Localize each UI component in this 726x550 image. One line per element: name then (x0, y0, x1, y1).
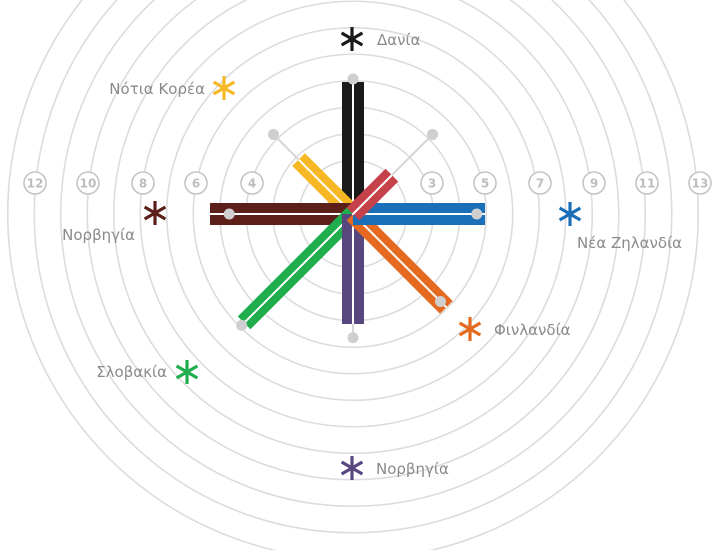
bar-5 (346, 207, 453, 314)
ring-label-text: 10 (80, 177, 97, 191)
asterisk-icon (212, 76, 236, 100)
reference-dot-0 (347, 73, 359, 85)
reference-dot-6 (471, 208, 483, 220)
bar-6 (353, 203, 485, 225)
bar-4 (342, 214, 364, 324)
ring-label-text: 3 (428, 177, 436, 191)
ring-label-badge (76, 171, 100, 195)
asterisk-icon (175, 360, 199, 384)
ring-label-right-0: 3 (420, 171, 444, 195)
reference-dot-2 (223, 208, 235, 220)
bar-center-line (352, 213, 448, 309)
country-name: Νορβηγία (376, 460, 449, 478)
ring-label-right-4: 11 (635, 171, 659, 195)
ring-12 (33, 0, 673, 534)
ring-label-badge (688, 171, 712, 195)
ring-label-badge (420, 171, 444, 195)
ring-label-left-4: 4 (240, 171, 264, 195)
ring-label-badge (582, 171, 606, 195)
ring-label-text: 6 (192, 177, 200, 191)
ring-label-right-2: 7 (528, 171, 552, 195)
ring-6 (192, 53, 514, 375)
bar-center-line (243, 213, 354, 324)
ring-label-text: 9 (590, 177, 598, 191)
reference-dot-3 (236, 319, 248, 331)
ring-label-right-5: 13 (688, 171, 712, 195)
ring-label-text: 8 (139, 177, 147, 191)
ring-label-badge (184, 171, 208, 195)
country-name: Δανία (377, 31, 421, 49)
ring-label-badge (635, 171, 659, 195)
asterisk-icon (340, 456, 364, 480)
ring-11 (60, 0, 646, 507)
country-label-4: Νορβηγία (340, 456, 449, 480)
ring-label-right-1: 5 (473, 171, 497, 195)
ring-label-text: 12 (27, 177, 44, 191)
ring-label-left-3: 6 (184, 171, 208, 195)
ring-label-badge (23, 171, 47, 195)
bar-center-line (352, 174, 393, 215)
reference-dot-5 (435, 296, 447, 308)
country-labels: Δανία Νότια Κορέα Νορβηγία Σλοβακία Νορβηγία… (62, 27, 682, 480)
asterisk-icon (143, 201, 167, 225)
asterisk-icon (458, 317, 482, 341)
country-label-5: Φινλανδία (458, 317, 571, 341)
ring-label-left-1: 10 (76, 171, 100, 195)
ring-13 (7, 0, 699, 550)
ring-label-left-0: 12 (23, 171, 47, 195)
ring-8 (139, 0, 567, 428)
bar-0 (342, 82, 364, 214)
country-label-2: Νορβηγία (62, 201, 167, 244)
bar-7 (346, 168, 399, 221)
ring-label-badge (473, 171, 497, 195)
country-label-3: Σλοβακία (96, 360, 199, 384)
country-name: Νότια Κορέα (109, 80, 205, 98)
ring-label-text: 4 (248, 177, 256, 191)
ring-label-badge (131, 171, 155, 195)
ring-label-text: 13 (692, 177, 709, 191)
ring-9 (113, 0, 593, 454)
asterisk-icon (340, 27, 364, 51)
ring-label-text: 11 (639, 177, 656, 191)
asterisk-icon (558, 202, 582, 226)
country-name: Σλοβακία (96, 363, 167, 381)
reference-dot-4 (347, 332, 359, 344)
reference-dot-7 (427, 128, 439, 140)
country-name: Νορβηγία (62, 226, 135, 244)
ring-label-right-3: 9 (582, 171, 606, 195)
reference-dot-1 (267, 128, 279, 140)
country-name: Νέα Ζηλανδία (577, 234, 682, 252)
bars (210, 73, 485, 344)
ring-labels: 12 10 8 6 4 3 5 7 9 11 13 (23, 171, 712, 195)
bar-3 (237, 207, 360, 330)
ring-label-left-2: 8 (131, 171, 155, 195)
country-label-6: Νέα Ζηλανδία (558, 202, 682, 252)
ring-label-text: 7 (536, 177, 544, 191)
ring-label-text: 5 (481, 177, 489, 191)
country-name: Φινλανδία (494, 321, 571, 339)
country-label-1: Νότια Κορέα (109, 76, 236, 100)
ring-label-badge (240, 171, 264, 195)
country-label-0: Δανία (340, 27, 421, 51)
ring-label-badge (528, 171, 552, 195)
